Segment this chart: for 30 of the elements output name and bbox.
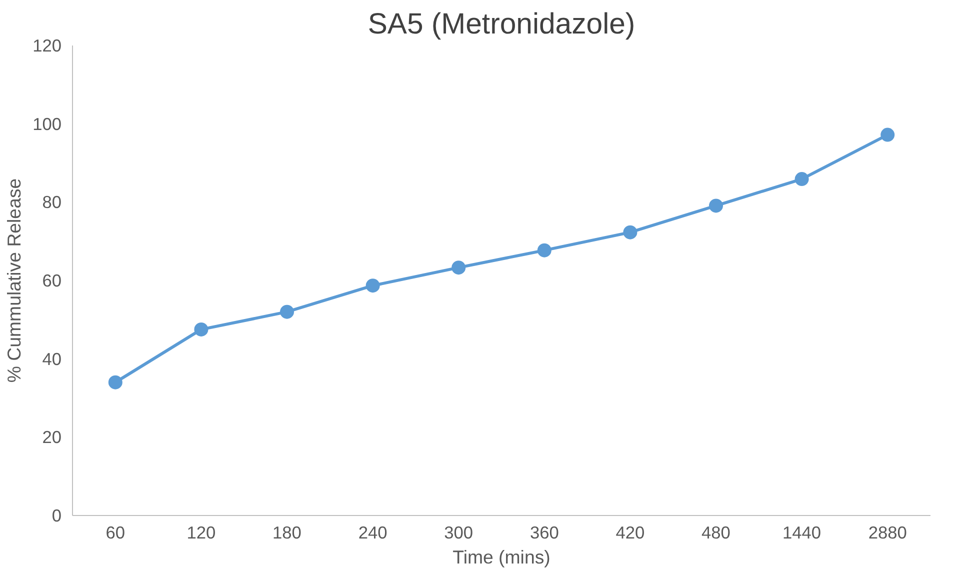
y-axis-title: % Cummulative Release	[4, 178, 25, 383]
x-tick-label: 360	[530, 522, 559, 542]
y-tick-label: 0	[52, 506, 62, 526]
point	[537, 243, 552, 258]
point	[366, 278, 380, 293]
y-tick-label: 80	[42, 192, 62, 212]
point	[280, 304, 294, 319]
x-tick-label: 60	[106, 522, 126, 542]
y-tick-label: 20	[42, 427, 62, 448]
x-axis-title: Time (mins)	[452, 546, 550, 568]
point	[452, 260, 466, 275]
point	[623, 225, 638, 240]
x-tick-label: 120	[186, 522, 216, 542]
x-tick-label: 480	[702, 522, 730, 542]
point	[794, 172, 809, 186]
y-tick-label: 60	[42, 270, 62, 290]
y-tick-label: 40	[42, 348, 62, 369]
x-tick-label: 1440	[782, 522, 822, 542]
point	[880, 128, 895, 142]
x-tick-label: 420	[616, 522, 645, 542]
point	[709, 198, 723, 213]
chart-title: SA5 (Metronidazole)	[368, 8, 636, 40]
point	[108, 375, 122, 390]
x-tick-label: 2880	[868, 522, 907, 542]
x-tick-label: 180	[272, 522, 302, 542]
x-tick-label: 240	[358, 522, 388, 542]
y-tick-label: 100	[32, 114, 62, 134]
point	[194, 322, 208, 336]
y-tick-label: 120	[32, 36, 62, 56]
x-tick-label: 300	[444, 522, 474, 542]
